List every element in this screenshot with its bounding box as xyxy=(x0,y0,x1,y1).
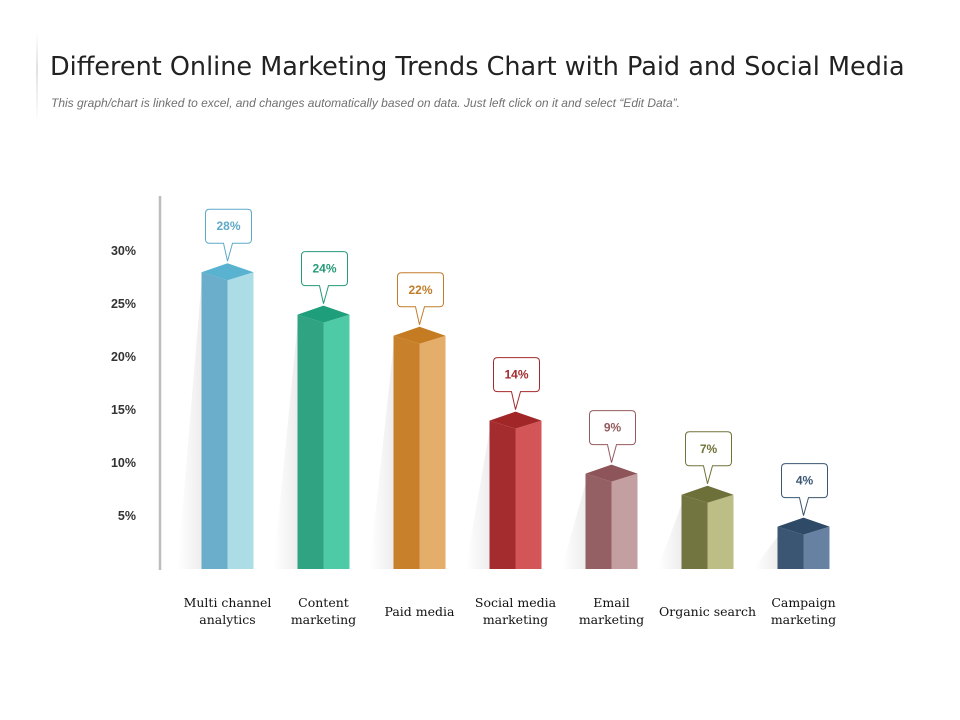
page-title: Different Online Marketing Trends Chart … xyxy=(50,52,905,82)
data-label-callout xyxy=(493,357,540,410)
bar[interactable]: 9% xyxy=(561,410,638,569)
y-tick-label: 30% xyxy=(111,244,136,258)
category-label: Organic search xyxy=(659,604,756,619)
data-label: 9% xyxy=(604,421,622,435)
bar-shadow xyxy=(369,345,394,569)
data-label-callout xyxy=(781,463,828,516)
bar[interactable]: 7% xyxy=(657,431,734,569)
bar-top-face xyxy=(777,517,830,535)
y-tick-label: 15% xyxy=(111,403,136,417)
bar[interactable]: 24% xyxy=(273,251,350,569)
bar-shadow xyxy=(177,282,202,569)
bar-right-face xyxy=(611,473,638,569)
bar-top-face xyxy=(393,326,446,344)
y-tick-label: 20% xyxy=(111,350,136,364)
category-label: Multi channel analytics xyxy=(184,595,272,627)
y-tick-label: 5% xyxy=(118,509,136,523)
bar-shadow xyxy=(753,536,778,569)
data-label: 28% xyxy=(216,219,240,233)
bar-top-face xyxy=(681,485,734,503)
data-label: 22% xyxy=(408,283,432,297)
bar-right-face xyxy=(227,272,254,569)
data-label: 14% xyxy=(504,368,528,382)
y-tick-label: 10% xyxy=(111,456,136,470)
data-label-callout xyxy=(301,251,348,304)
bar-right-face xyxy=(419,335,446,569)
category-label: Email marketing xyxy=(579,595,644,627)
bar-shadow xyxy=(657,504,682,569)
data-label-callout xyxy=(205,208,252,262)
data-label-callout xyxy=(589,410,636,463)
bar[interactable]: 22% xyxy=(369,272,446,569)
title-block: Different Online Marketing Trends Chart … xyxy=(36,32,936,124)
data-label: 7% xyxy=(700,442,718,456)
bar-right-face xyxy=(515,420,542,569)
bar-right-face xyxy=(707,494,734,569)
page-subtitle: This graph/chart is linked to excel, and… xyxy=(51,96,680,110)
category-label: Content marketing xyxy=(291,595,356,627)
bar-right-face xyxy=(803,526,830,569)
data-label-callout xyxy=(685,431,732,484)
data-label-callout xyxy=(397,272,444,325)
bar-left-face xyxy=(201,272,228,569)
bar-right-face xyxy=(323,314,350,569)
category-label: Paid media xyxy=(385,604,456,619)
bar-top-face xyxy=(489,411,542,429)
bar[interactable]: 28% xyxy=(177,208,254,569)
category-label: Campaign marketing xyxy=(771,595,836,627)
bar-left-face xyxy=(585,473,612,569)
title-accent-line xyxy=(36,32,38,124)
bar-shadow xyxy=(273,324,298,569)
bar-top-face xyxy=(297,305,350,323)
bar-top-face xyxy=(585,464,638,482)
bar-left-face xyxy=(393,335,420,569)
data-label: 24% xyxy=(312,262,336,276)
y-tick-label: 25% xyxy=(111,297,136,311)
bar-left-face xyxy=(681,494,708,569)
category-label: Social media marketing xyxy=(475,595,557,627)
bar-top-face xyxy=(201,263,254,281)
bar-shadow xyxy=(561,483,586,569)
bar-shadow xyxy=(465,430,490,569)
bar-left-face xyxy=(777,526,804,569)
bar-left-face xyxy=(489,420,516,569)
data-label: 4% xyxy=(796,474,814,488)
bar[interactable]: 14% xyxy=(465,357,542,569)
bar-left-face xyxy=(297,314,324,569)
bar[interactable]: 4% xyxy=(753,463,830,569)
